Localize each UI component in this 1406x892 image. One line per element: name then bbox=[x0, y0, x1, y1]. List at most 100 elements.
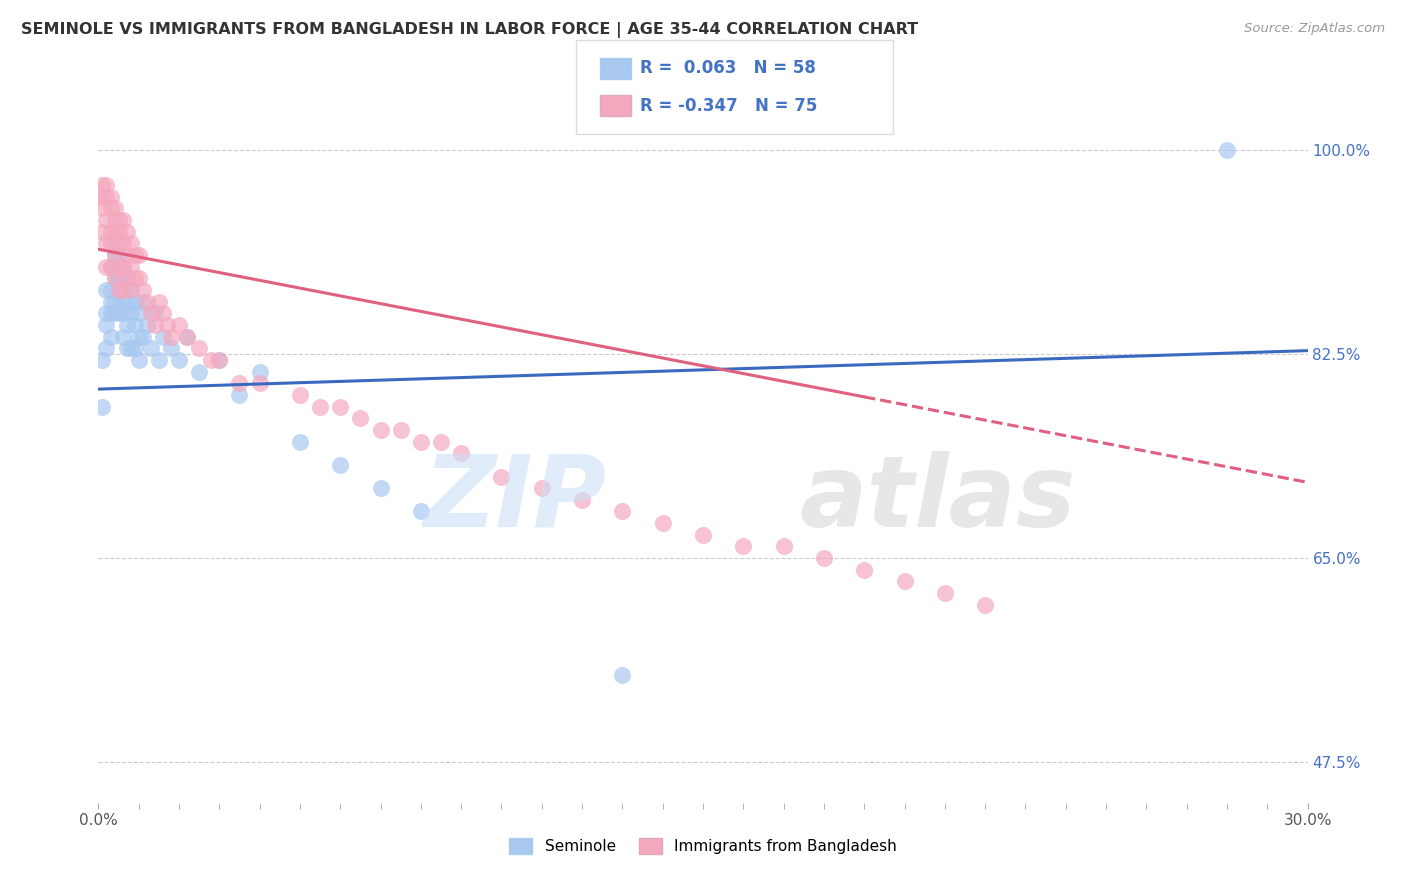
Point bbox=[91, 353, 114, 368]
Point bbox=[132, 294, 155, 309]
Text: ZIP: ZIP bbox=[423, 450, 606, 548]
Point bbox=[96, 283, 118, 297]
Point bbox=[152, 329, 174, 343]
Point bbox=[160, 329, 183, 343]
Point bbox=[176, 329, 198, 343]
Point bbox=[208, 353, 231, 368]
Point bbox=[107, 283, 129, 297]
Point bbox=[139, 306, 162, 320]
Point bbox=[115, 318, 138, 332]
Point bbox=[571, 492, 593, 507]
Point bbox=[96, 260, 118, 274]
Point bbox=[692, 528, 714, 542]
Point bbox=[96, 190, 118, 204]
Point bbox=[96, 178, 118, 193]
Point bbox=[100, 260, 122, 274]
Point bbox=[128, 271, 150, 285]
Point bbox=[111, 236, 134, 251]
Text: atlas: atlas bbox=[800, 450, 1076, 548]
Point bbox=[120, 260, 142, 274]
Point bbox=[91, 178, 114, 193]
Legend: Seminole, Immigrants from Bangladesh: Seminole, Immigrants from Bangladesh bbox=[503, 832, 903, 860]
Point bbox=[111, 213, 134, 227]
Point bbox=[103, 271, 125, 285]
Point bbox=[167, 318, 190, 332]
Point bbox=[100, 283, 122, 297]
Point bbox=[167, 353, 190, 368]
Point bbox=[132, 283, 155, 297]
Point bbox=[288, 388, 311, 402]
Point bbox=[974, 598, 997, 612]
Point bbox=[103, 202, 125, 216]
Point bbox=[103, 306, 125, 320]
Point bbox=[135, 294, 157, 309]
Point bbox=[100, 236, 122, 251]
Point bbox=[1216, 143, 1239, 157]
Point bbox=[389, 423, 412, 437]
Point bbox=[103, 225, 125, 239]
Point bbox=[111, 294, 134, 309]
Point bbox=[228, 376, 250, 391]
Point bbox=[813, 551, 835, 566]
Point bbox=[103, 236, 125, 251]
Point bbox=[100, 190, 122, 204]
Point bbox=[100, 202, 122, 216]
Point bbox=[120, 283, 142, 297]
Point bbox=[91, 400, 114, 414]
Point bbox=[111, 271, 134, 285]
Point bbox=[612, 667, 634, 681]
Point bbox=[139, 341, 162, 355]
Point bbox=[124, 294, 146, 309]
Point bbox=[370, 481, 392, 495]
Point bbox=[124, 341, 146, 355]
Point bbox=[103, 248, 125, 262]
Point bbox=[103, 248, 125, 262]
Point bbox=[329, 400, 352, 414]
Point bbox=[96, 341, 118, 355]
Point bbox=[96, 306, 118, 320]
Point bbox=[107, 306, 129, 320]
Point bbox=[143, 306, 166, 320]
Point bbox=[612, 504, 634, 518]
Point bbox=[208, 353, 231, 368]
Point bbox=[115, 248, 138, 262]
Point bbox=[124, 271, 146, 285]
Point bbox=[115, 294, 138, 309]
Point bbox=[450, 446, 472, 460]
Point bbox=[309, 400, 332, 414]
Point bbox=[329, 458, 352, 472]
Text: R = -0.347   N = 75: R = -0.347 N = 75 bbox=[640, 96, 817, 114]
Point bbox=[120, 306, 142, 320]
Point bbox=[91, 190, 114, 204]
Point bbox=[96, 213, 118, 227]
Point bbox=[103, 213, 125, 227]
Point bbox=[772, 540, 794, 554]
Point bbox=[107, 213, 129, 227]
Point bbox=[148, 353, 170, 368]
Text: Source: ZipAtlas.com: Source: ZipAtlas.com bbox=[1244, 22, 1385, 36]
Point bbox=[249, 376, 271, 391]
Point bbox=[249, 365, 271, 379]
Point bbox=[115, 225, 138, 239]
Point bbox=[188, 365, 211, 379]
Point bbox=[128, 329, 150, 343]
Point bbox=[176, 329, 198, 343]
Point bbox=[152, 306, 174, 320]
Point bbox=[160, 341, 183, 355]
Point bbox=[91, 202, 114, 216]
Point bbox=[853, 563, 876, 577]
Point bbox=[100, 260, 122, 274]
Point bbox=[156, 318, 179, 332]
Point bbox=[115, 271, 138, 285]
Point bbox=[135, 318, 157, 332]
Point bbox=[430, 434, 453, 449]
Point bbox=[91, 225, 114, 239]
Point bbox=[128, 353, 150, 368]
Point bbox=[111, 306, 134, 320]
Point bbox=[132, 329, 155, 343]
Point bbox=[120, 283, 142, 297]
Point bbox=[893, 574, 915, 589]
Point bbox=[349, 411, 371, 425]
Point bbox=[96, 318, 118, 332]
Point bbox=[103, 271, 125, 285]
